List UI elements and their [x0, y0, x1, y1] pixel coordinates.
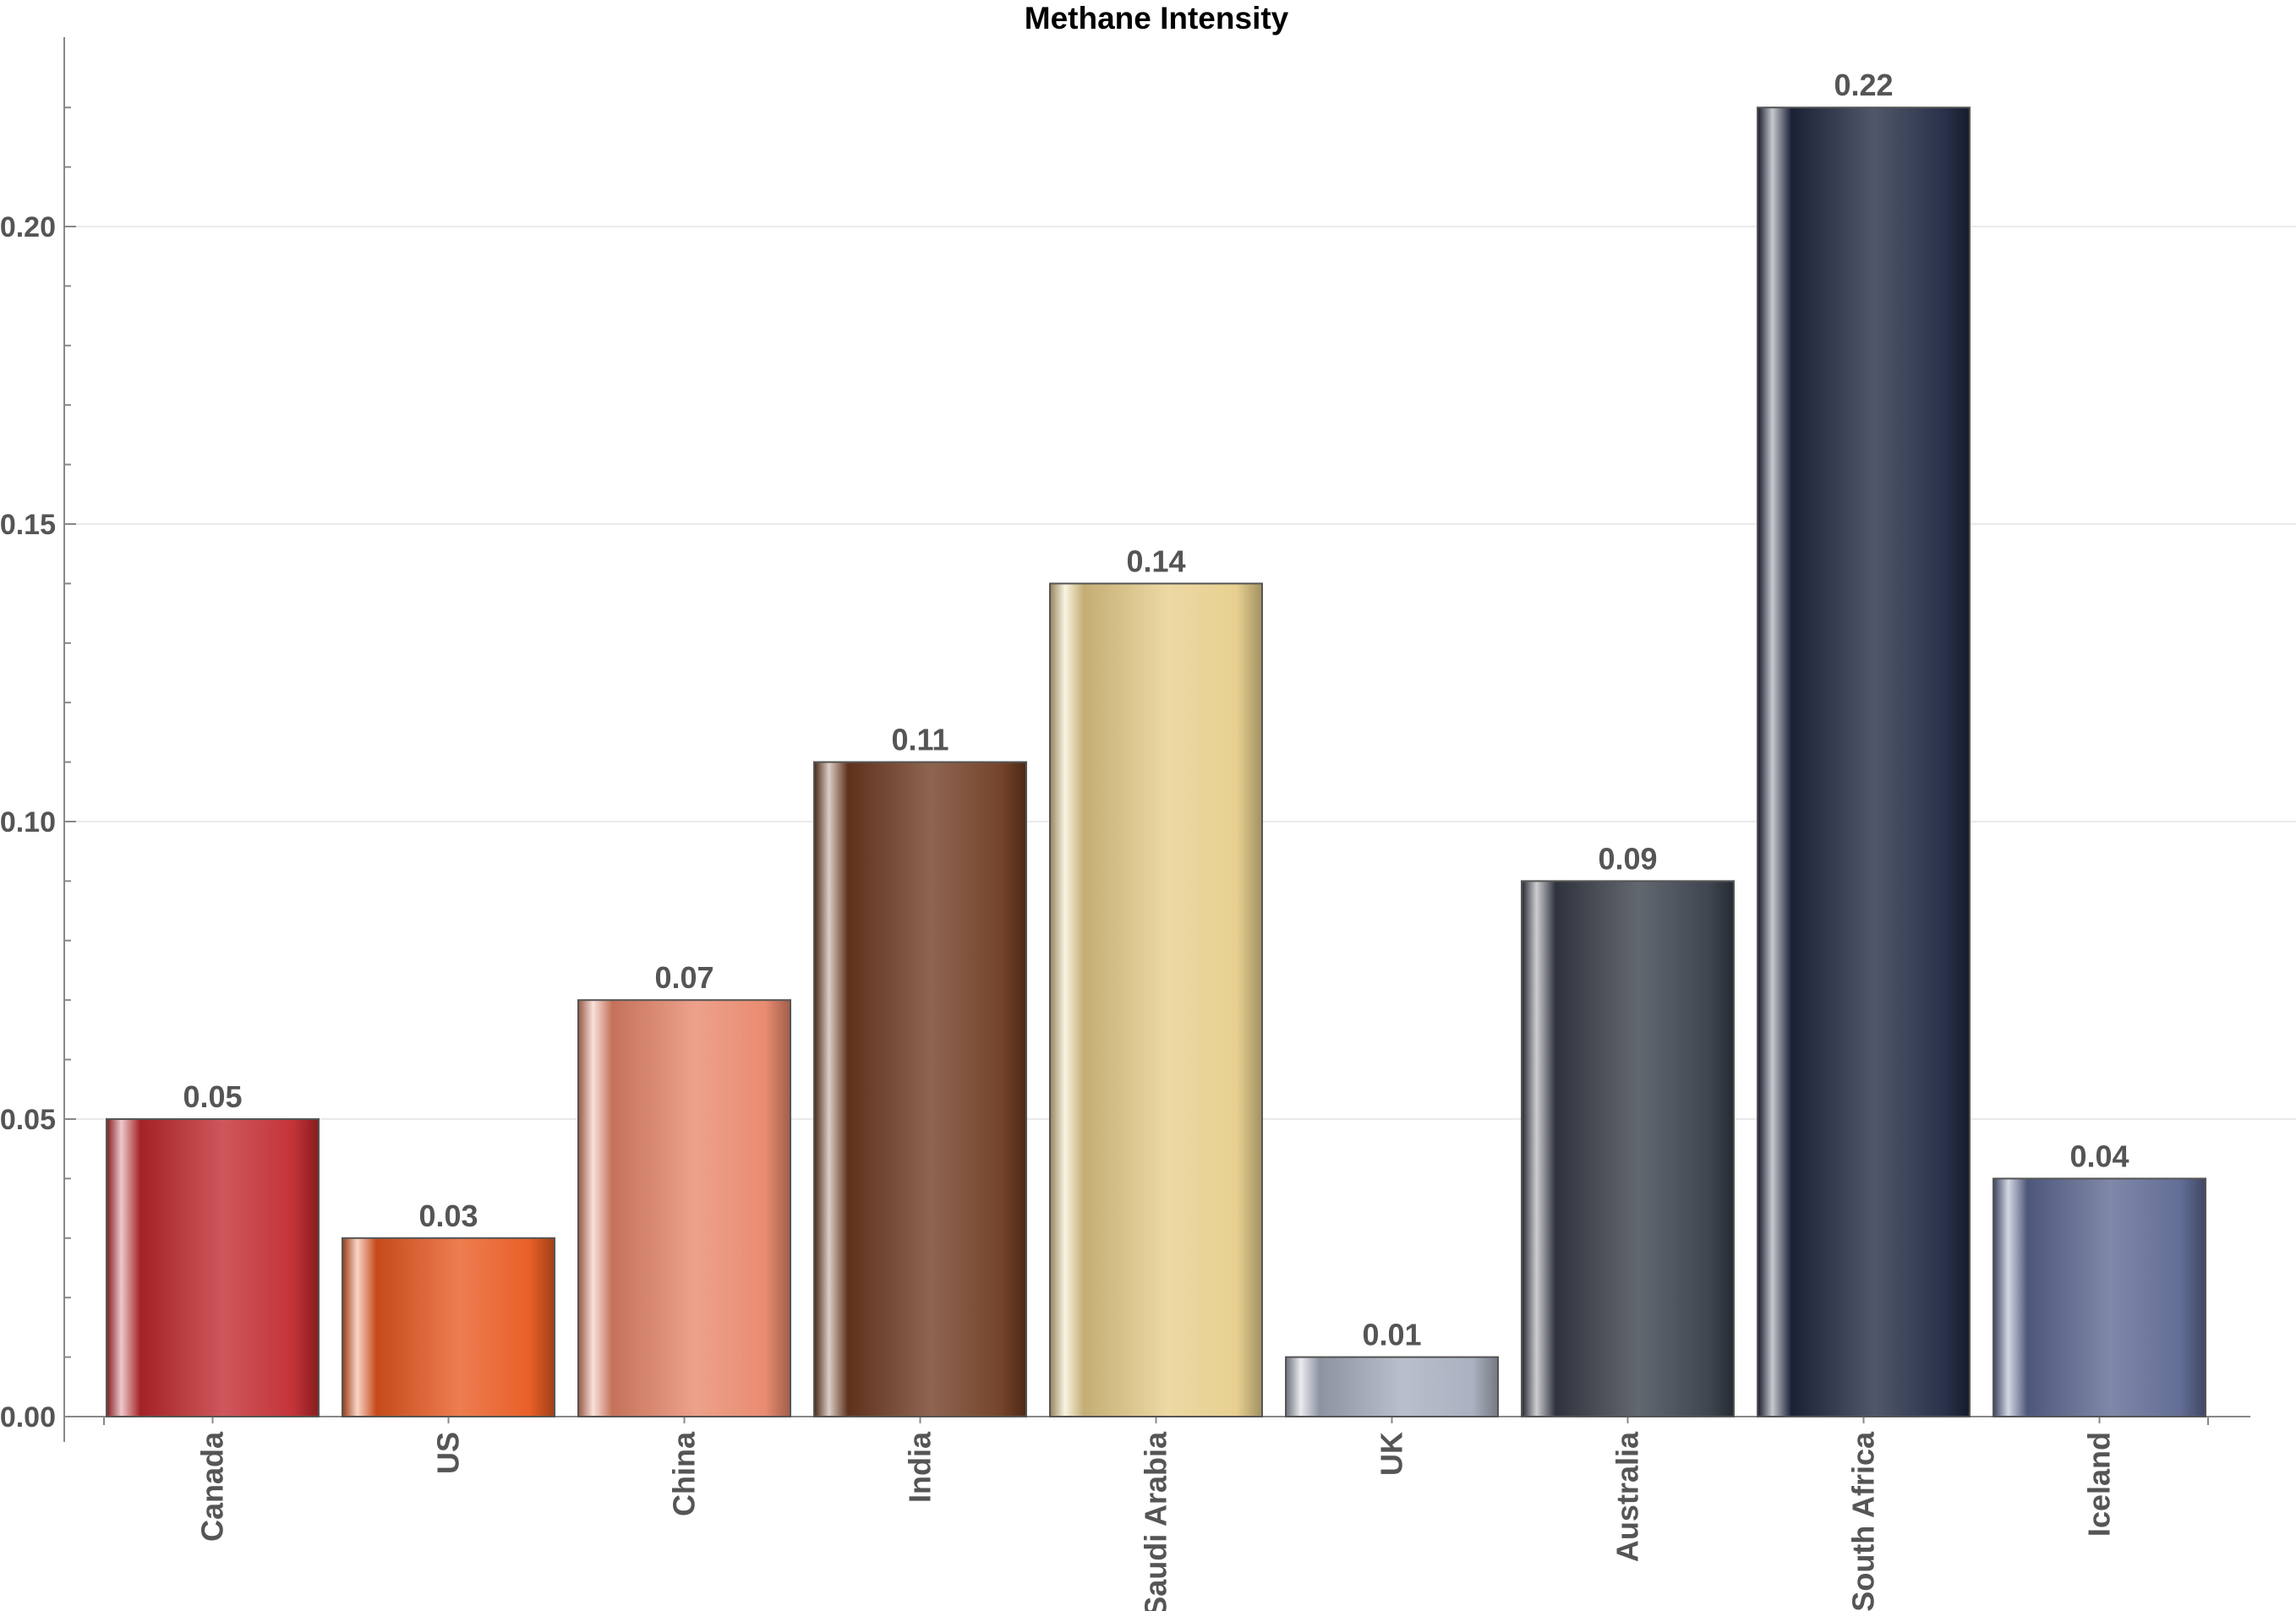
bar-us [342, 1237, 555, 1418]
data-label-saudi-arabia: 0.14 [1126, 543, 1185, 578]
chart-title: Methane Intensity [1025, 1, 1289, 35]
y-tick-label: 0.00 [0, 1401, 56, 1434]
x-tick-label-south-africa: South Africa [1846, 1431, 1881, 1611]
y-tick-label: 0.10 [0, 806, 56, 838]
bar-south-africa [1757, 106, 1971, 1418]
y-tick-label: 0.15 [0, 509, 56, 541]
bar-canada [106, 1118, 320, 1417]
bar-australia [1521, 880, 1735, 1417]
x-tick-label-uk: UK [1375, 1432, 1409, 1476]
y-tick-label: 0.20 [0, 211, 56, 243]
data-label-india: 0.11 [891, 723, 948, 757]
data-label-uk: 0.01 [1362, 1318, 1421, 1352]
x-tick-label-us: US [431, 1432, 466, 1474]
bar-saudi-arabia [1049, 582, 1263, 1417]
bar-iceland [1993, 1177, 2206, 1418]
x-tick-label-india: India [903, 1431, 938, 1503]
x-tick-label-saudi-arabia: Saudi Arabia [1139, 1431, 1173, 1611]
bar-china [577, 999, 791, 1417]
data-label-south-africa: 0.22 [1834, 68, 1893, 102]
labels: 0.00 0.05 0.10 0.15 0.20 0.05 Canada 0.03 US 0.07… [0, 68, 2129, 1611]
bar-india [813, 761, 1027, 1417]
y-tick-label: 0.05 [0, 1104, 56, 1136]
x-tick-label-australia: Australia [1610, 1431, 1645, 1562]
data-label-canada: 0.05 [183, 1079, 242, 1114]
data-label-iceland: 0.04 [2069, 1139, 2129, 1173]
data-label-us: 0.03 [418, 1199, 478, 1233]
bars [106, 106, 2206, 1418]
data-label-australia: 0.09 [1598, 841, 1657, 876]
x-tick-label-iceland: Iceland [2082, 1432, 2117, 1537]
data-label-china: 0.07 [654, 960, 713, 995]
x-tick-label-canada: Canada [195, 1431, 230, 1542]
bar-uk [1285, 1356, 1499, 1417]
x-tick-label-china: China [667, 1431, 702, 1516]
